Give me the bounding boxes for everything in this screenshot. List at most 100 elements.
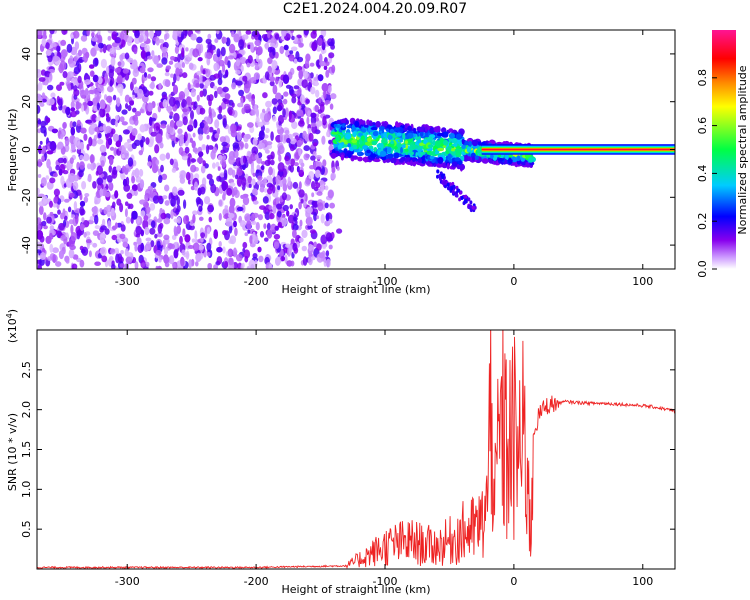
heatmap-cell <box>460 196 464 200</box>
heatmap-cell <box>132 169 137 176</box>
heatmap-cell <box>155 265 159 269</box>
heatmap-cell <box>184 146 190 154</box>
heatmap-cell <box>357 156 363 162</box>
heatmap-cell <box>206 134 210 140</box>
heatmap-cell <box>282 183 288 192</box>
colorbar-tick-label: 0.2 <box>696 212 709 230</box>
heatmap-cell <box>298 69 304 80</box>
heatmap-cell <box>317 74 324 82</box>
heatmap-cell <box>282 108 286 118</box>
heatmap-cell <box>121 154 125 159</box>
heatmap-cell <box>283 91 289 97</box>
heatmap-cell <box>149 116 153 126</box>
heatmap-cell <box>251 220 257 225</box>
heatmap-cell <box>116 222 123 228</box>
heatmap-cell <box>347 143 352 148</box>
heatmap-cell <box>100 160 105 167</box>
heatmap-cell <box>124 169 129 175</box>
heatmap-cell <box>188 224 195 231</box>
heatmap-cell <box>429 155 435 160</box>
heatmap-cell <box>276 104 283 112</box>
heatmap-cell <box>57 209 61 215</box>
heatmap-cell <box>222 230 228 236</box>
heatmap-cell <box>266 154 274 160</box>
heatmap-cell <box>49 33 53 39</box>
heatmap-cell <box>452 184 456 189</box>
heatmap-cell <box>258 214 263 221</box>
heatmap-cell <box>316 46 322 52</box>
heatmap-cell <box>80 249 86 254</box>
heatmap-cell <box>254 259 258 268</box>
heatmap-cell <box>381 138 388 144</box>
heatmap-cell <box>47 55 53 63</box>
heatmap-cell <box>76 229 82 237</box>
heatmap-cell <box>229 182 236 187</box>
heatmap-cell <box>122 241 128 248</box>
heatmap-cell <box>246 220 252 230</box>
heatmap-cell <box>303 145 311 152</box>
heatmap-cell <box>66 43 73 54</box>
heatmap-cell <box>60 39 67 47</box>
heatmap-cell <box>72 181 79 191</box>
heatmap-cell <box>140 139 144 148</box>
heatmap-cell <box>316 191 323 196</box>
heatmap-cell <box>291 121 298 130</box>
heatmap-cell <box>228 205 235 215</box>
heatmap-cell <box>321 48 327 54</box>
heatmap-cell <box>194 230 198 240</box>
heatmap-cell <box>468 140 473 147</box>
heatmap-cell <box>254 62 259 70</box>
heatmap-cell <box>296 165 300 173</box>
heatmap-cell <box>449 158 453 163</box>
heatmap-cell <box>277 185 281 191</box>
heatmap-cell <box>129 100 135 106</box>
heatmap-cell <box>70 224 74 235</box>
colorbar-label: Normalized spectral amplitude <box>736 65 749 234</box>
heatmap-cell <box>183 215 190 225</box>
heatmap-cell <box>57 141 64 150</box>
heatmap-cell <box>170 73 174 78</box>
heatmap-cell <box>39 252 46 261</box>
heatmap-cell <box>169 111 174 116</box>
heatmap-cell <box>115 115 120 121</box>
heatmap-cell <box>207 145 214 150</box>
heatmap-cell <box>251 188 258 196</box>
heatmap-cell <box>46 216 52 224</box>
heatmap-cell <box>94 225 101 230</box>
heatmap-cell <box>71 37 74 45</box>
heatmap-cell <box>62 71 68 79</box>
heatmap-cell <box>69 244 76 250</box>
heatmap-cell <box>214 133 220 139</box>
heatmap-cell <box>360 135 365 142</box>
heatmap-cell <box>91 37 98 42</box>
heatmap-cell <box>227 248 234 258</box>
heatmap-cell <box>38 193 45 198</box>
heatmap-cell <box>117 253 123 263</box>
heatmap-cell <box>111 264 116 269</box>
heatmap-cell <box>100 58 107 69</box>
heatmap-cell <box>45 49 52 56</box>
heatmap-cell <box>264 159 271 167</box>
heatmap-cell <box>303 200 307 208</box>
heatmap-cell <box>454 157 461 162</box>
colorbar-gradient <box>712 30 736 269</box>
heatmap-cell <box>69 58 74 64</box>
heatmap-cell <box>37 72 42 78</box>
heatmap-cell <box>504 160 508 164</box>
heatmap-cell <box>275 76 279 85</box>
heatmap-cell <box>192 210 198 216</box>
heatmap-cell <box>255 222 260 231</box>
heatmap-cell <box>218 105 222 114</box>
heatmap-cell <box>60 175 65 186</box>
heatmap-cell <box>175 67 180 77</box>
heatmap-cell <box>52 55 60 62</box>
heatmap-cell <box>108 256 114 262</box>
heatmap-cell <box>218 241 222 248</box>
heatmap-cell <box>176 120 183 127</box>
heatmap-cell <box>443 139 449 146</box>
heatmap-cell <box>91 123 95 129</box>
heatmap-cell <box>198 133 203 141</box>
heatmap-cell <box>195 261 199 267</box>
heatmap-cell <box>328 41 335 46</box>
